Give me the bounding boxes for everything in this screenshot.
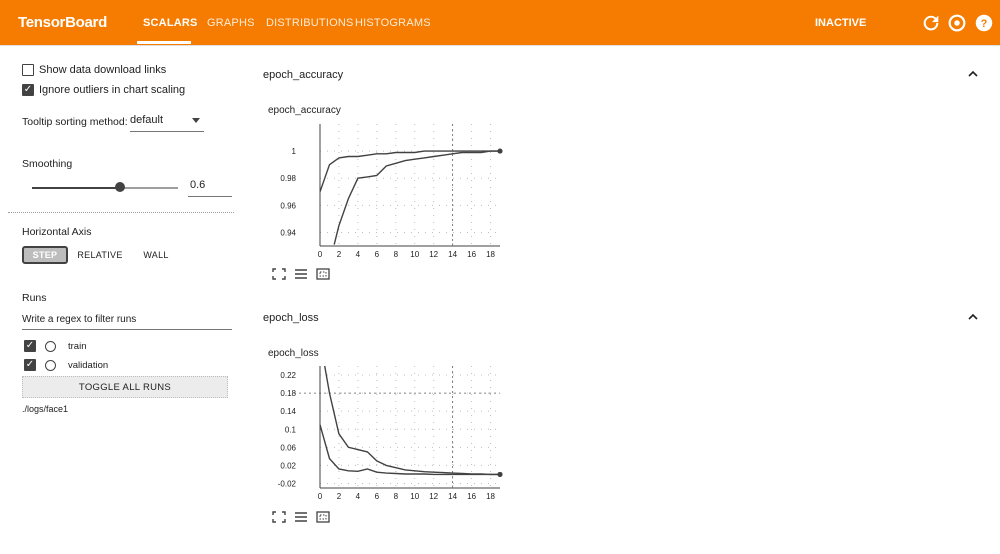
ignore-outliers-checkbox[interactable]: Ignore outliers in chart scaling [22,84,185,96]
x-tick-label: 8 [394,250,399,259]
y-tick-label: 0.18 [280,389,296,398]
x-tick-label: 6 [375,492,380,501]
log-directory: ./logs/face1 [22,404,69,414]
run-color-circle[interactable] [45,340,56,352]
y-tick-label: 1 [292,147,297,156]
checkbox-box[interactable] [22,84,34,96]
y-tick-label: 0.02 [280,461,296,470]
run-filter-input[interactable]: Write a regex to filter runs [22,314,232,330]
tooltip-sorting-label: Tooltip sorting method: [22,116,128,128]
settings-icon[interactable] [946,12,968,34]
x-tick-label: 2 [337,250,342,259]
y-tick-label: 0.94 [280,228,296,237]
x-tick-label: 6 [375,250,380,259]
x-tick-label: 16 [467,492,476,501]
y-tick-label: 0.22 [280,371,296,380]
section-title-accuracy[interactable]: epoch_accuracy [263,69,344,81]
x-tick-label: 0 [318,492,323,501]
axis-wall-button[interactable]: WALL [143,250,169,260]
accuracy-chart[interactable]: 0 2 4 6 8 10 12 14 16 18 0.94 0.96 0.98 1 [270,120,510,268]
run-filter-placeholder: Write a regex to filter runs [22,314,137,325]
x-tick-label: 14 [448,492,457,501]
toggle-y-log-icon[interactable] [294,511,308,523]
chart-toolbar [272,511,330,523]
svg-text:?: ? [981,18,988,30]
show-download-links-checkbox[interactable]: Show data download links [22,64,166,76]
fit-domain-icon[interactable] [316,511,330,523]
fullscreen-icon[interactable] [272,511,286,523]
y-tick-label: 0.06 [280,443,296,452]
x-tick-label: 18 [486,250,495,259]
run-name: validation [68,359,109,371]
help-icon[interactable]: ? [973,12,995,34]
horizontal-axis-label: Horizontal Axis [22,226,92,238]
series-end-point [497,471,503,477]
series-line-train [319,150,500,193]
chart-toolbar [272,268,330,280]
active-tab-indicator [137,41,191,44]
sidebar: Show data download links Ignore outliers… [0,46,240,554]
smoothing-slider[interactable] [32,182,178,192]
series-line-validation [333,150,500,245]
x-tick-label: 18 [486,492,495,501]
collapse-chevron-icon[interactable] [968,69,978,79]
x-tick-label: 4 [356,250,361,259]
checkbox-box[interactable] [22,64,34,76]
run-checkbox[interactable] [24,359,36,371]
x-tick-label: 14 [448,250,457,259]
checkbox-label: Show data download links [39,64,167,76]
divider [8,212,234,213]
refresh-icon[interactable] [920,12,942,34]
run-item-validation[interactable]: validation [24,359,108,371]
axis-step-button[interactable]: STEP [22,246,68,264]
y-tick-label: 0.1 [285,425,297,434]
series-end-point [497,148,503,154]
run-checkbox[interactable] [24,340,36,352]
tab-graphs[interactable]: GRAPHS [207,17,255,29]
toggle-y-log-icon[interactable] [294,268,308,280]
app-header: TensorBoard SCALARS GRAPHS DISTRIBUTIONS… [0,0,1000,46]
x-tick-label: 10 [410,492,419,501]
x-tick-label: 0 [318,250,323,259]
card-title-accuracy: epoch_accuracy [268,105,341,116]
collapse-chevron-icon[interactable] [968,312,978,322]
tab-histograms[interactable]: HISTOGRAMS [355,17,431,29]
x-tick-label: 12 [429,492,438,501]
y-tick-label: 0.96 [280,201,296,210]
run-name: train [68,340,87,352]
slider-thumb[interactable] [114,182,125,192]
x-tick-label: 4 [356,492,361,501]
inactive-dropdown[interactable]: INACTIVE [815,17,867,29]
run-color-circle[interactable] [45,359,56,371]
smoothing-label: Smoothing [22,158,73,170]
smoothing-value-input[interactable]: 0.6 [188,179,232,197]
x-tick-label: 10 [410,250,419,259]
y-tick-label: -0.02 [278,479,297,488]
fit-domain-icon[interactable] [316,268,330,280]
x-tick-label: 12 [429,250,438,259]
x-tick-label: 16 [467,250,476,259]
dropdown-arrow-icon [192,118,200,123]
dropdown-value: default [130,114,164,126]
tab-scalars[interactable]: SCALARS [143,17,198,29]
tooltip-sorting-dropdown[interactable]: default [130,114,204,132]
toggle-all-runs-button[interactable]: TOGGLE ALL RUNS [22,376,228,398]
runs-label: Runs [22,292,47,304]
series-line-validation [324,365,500,476]
card-title-loss: epoch_loss [268,348,319,359]
y-tick-label: 0.14 [280,407,296,416]
axis-relative-button[interactable]: RELATIVE [77,250,123,260]
y-tick-label: 0.98 [280,174,296,183]
tab-distributions[interactable]: DISTRIBUTIONS [266,17,354,29]
x-tick-label: 8 [394,492,399,501]
checkbox-label: Ignore outliers in chart scaling [39,84,186,96]
loss-chart[interactable]: 0 2 4 6 8 10 12 14 16 18 -0.02 0.02 0.06 0.1 0.14 0.18 0… [270,362,510,510]
fullscreen-icon[interactable] [272,268,286,280]
x-tick-label: 2 [337,492,342,501]
run-item-train[interactable]: train [24,340,86,352]
app-logo: TensorBoard [18,14,107,31]
section-title-loss[interactable]: epoch_loss [263,312,319,324]
series-line-train [319,424,500,476]
slider-fill [32,187,120,189]
